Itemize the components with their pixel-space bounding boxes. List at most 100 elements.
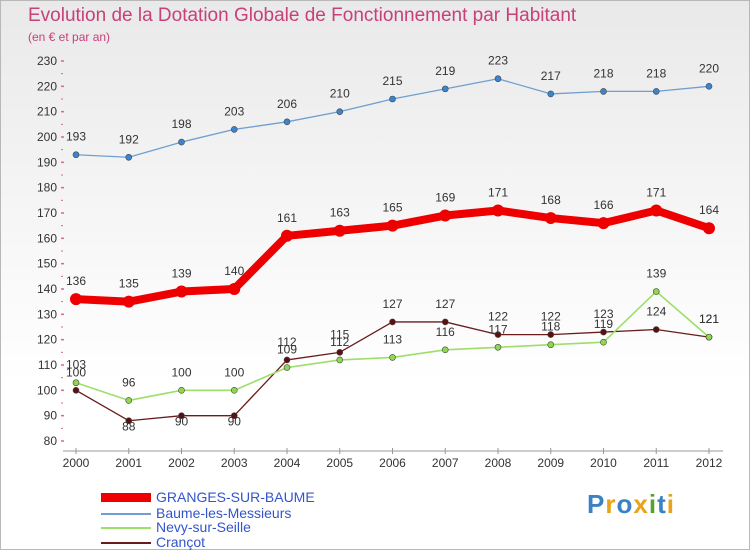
y-tick-label: 230: [37, 54, 57, 68]
data-point-nevy: [494, 343, 502, 351]
chart-title: Evolution de la Dotation Globale de Fonc…: [28, 5, 577, 26]
x-tick-label: 2002: [168, 456, 195, 470]
data-point-granges: [281, 229, 293, 242]
x-tick-label: 2000: [63, 456, 90, 470]
y-tick-label: 210: [37, 105, 57, 119]
y-tick-label: 80: [44, 434, 58, 448]
x-tick-label: 2004: [274, 456, 301, 470]
data-label-baume: 219: [435, 64, 455, 78]
legend-label-nevy: Nevy-sur-Seille: [156, 519, 251, 535]
logo-letter: i: [666, 489, 675, 519]
x-tick-label: 2010: [590, 456, 617, 470]
data-label-baume: 223: [488, 54, 508, 68]
data-point-crancot: [389, 318, 396, 326]
data-point-granges: [70, 293, 82, 306]
y-tick-label: 90: [44, 409, 58, 423]
series-layer: [70, 75, 715, 425]
data-label-nevy: 100: [171, 365, 191, 379]
data-point-baume: [494, 75, 502, 83]
data-point-baume: [441, 85, 449, 93]
data-point-granges: [703, 222, 715, 235]
data-label-granges: 139: [171, 267, 191, 281]
data-point-crancot: [336, 349, 344, 356]
data-label-baume: 215: [382, 74, 402, 88]
legend-swatch-crancot: [101, 542, 151, 544]
y-axis: 80 90 100 110 120 130 140 150 160 170 180 190 200 210…: [37, 54, 64, 448]
data-point-granges: [650, 204, 663, 217]
data-label-crancot: 88: [122, 420, 136, 434]
y-tick-label: 120: [37, 333, 57, 347]
data-label-nevy: 121: [699, 312, 719, 326]
data-label-crancot: 112: [277, 335, 296, 349]
data-label-crancot: 100: [66, 365, 86, 379]
data-label-nevy: 113: [383, 332, 402, 346]
data-label-granges: 136: [66, 274, 86, 288]
data-point-baume: [336, 108, 344, 115]
data-label-granges: 163: [330, 206, 350, 220]
y-tick-label: 140: [37, 282, 57, 296]
legend-label-granges: GRANGES-SUR-BAUME: [156, 489, 315, 505]
data-label-nevy: 103: [66, 358, 86, 372]
data-label-granges: 171: [646, 185, 666, 199]
logo-letter: i: [648, 489, 658, 519]
y-tick-label: 180: [37, 181, 57, 195]
data-label-baume: 203: [224, 104, 244, 118]
y-tick-label: 200: [37, 130, 57, 144]
data-label-crancot: 123: [593, 307, 613, 321]
data-point-granges: [122, 295, 135, 308]
x-tick-label: 2007: [432, 456, 459, 470]
data-point-crancot: [652, 326, 660, 333]
y-tick-label: 110: [38, 358, 57, 372]
data-label-nevy: 116: [436, 325, 455, 339]
data-point-granges: [544, 212, 557, 225]
data-point-baume: [600, 88, 607, 95]
data-point-nevy: [652, 288, 660, 295]
y-tick-label: 160: [37, 231, 57, 245]
data-point-nevy: [283, 364, 291, 371]
data-label-nevy: 109: [277, 343, 297, 357]
data-point-nevy: [547, 341, 555, 349]
data-label-baume: 210: [330, 87, 350, 101]
data-point-granges: [386, 219, 399, 232]
data-point-baume: [389, 95, 396, 103]
data-point-nevy: [705, 333, 713, 341]
data-label-crancot: 124: [646, 305, 666, 319]
x-axis: 2000 2001 2002 2003 2004 2005 2006 2007 2008 2009…: [63, 448, 723, 470]
data-point-nevy: [178, 387, 185, 394]
data-point-nevy: [125, 397, 133, 404]
data-point-baume: [652, 88, 660, 95]
legend-label-crancot: Crançot: [156, 534, 206, 550]
data-point-nevy: [230, 387, 238, 394]
data-label-granges: 140: [224, 264, 244, 278]
data-point-nevy: [389, 354, 396, 361]
logo-letter: P: [587, 489, 606, 519]
data-point-crancot: [230, 412, 238, 419]
y-tick-label: 100: [37, 383, 57, 397]
data-point-granges: [333, 224, 346, 237]
data-label-baume: 220: [699, 61, 719, 75]
data-point-crancot: [178, 412, 185, 419]
data-point-granges: [597, 217, 610, 230]
y-tick-label: 130: [37, 307, 57, 321]
logo-letter: x: [633, 489, 649, 519]
data-label-nevy: 119: [594, 317, 613, 331]
x-tick-label: 2008: [485, 456, 512, 470]
data-point-baume: [230, 126, 238, 133]
data-point-crancot: [441, 318, 449, 326]
data-point-crancot: [600, 328, 607, 336]
data-label-baume: 192: [119, 132, 139, 146]
data-point-crancot: [494, 331, 502, 338]
data-point-nevy: [72, 379, 80, 387]
x-tick-label: 2011: [643, 456, 669, 470]
data-point-granges: [492, 204, 504, 217]
x-tick-label: 2012: [696, 456, 723, 470]
data-label-crancot: 115: [330, 327, 349, 341]
data-label-crancot: 127: [382, 297, 402, 311]
data-label-nevy: 117: [488, 322, 507, 336]
logo-letter: t: [657, 489, 667, 519]
data-label-nevy: 100: [224, 365, 244, 379]
data-label-granges: 161: [277, 211, 297, 225]
data-point-nevy: [336, 356, 344, 364]
